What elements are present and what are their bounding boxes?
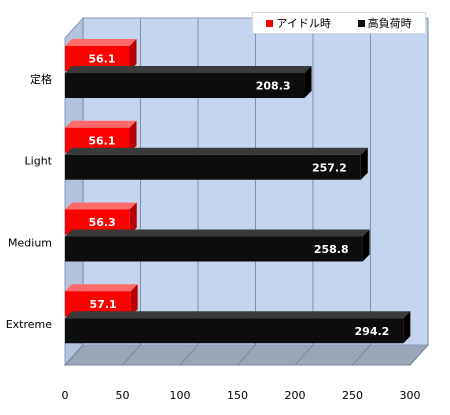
bar-top-face — [65, 311, 411, 319]
x-tick-label: 250 — [342, 389, 363, 402]
bars — [65, 39, 411, 344]
gridline-floor — [122, 344, 141, 366]
bar-top-face — [65, 202, 137, 210]
bar-top-face — [65, 120, 137, 128]
bar-front-face — [65, 318, 404, 344]
bar-load — [65, 229, 370, 262]
bar-value-label: 56.3 — [89, 216, 116, 229]
x-tick-label: 50 — [116, 389, 130, 402]
bar-value-label: 56.1 — [88, 53, 115, 66]
bar-value-label: 208.3 — [256, 80, 291, 93]
data-labels: 56.1 208.3 56.1 257.2 56.3 258.8 57.1 294.2 — [88, 53, 389, 338]
x-tick-label: 200 — [285, 389, 306, 402]
gridline-floor — [294, 344, 314, 366]
y-category-label: Light — [25, 155, 53, 168]
gridline-floor — [64, 344, 84, 366]
gridline-floor — [352, 344, 371, 366]
bar-front-face — [65, 236, 363, 262]
legend-label-load: 高負荷時 — [367, 17, 412, 30]
bar-side-face — [129, 39, 137, 71]
bar-top-face — [65, 66, 312, 73]
y-category-label: Extreme — [6, 318, 53, 331]
legend-swatch-idle — [266, 19, 274, 27]
category-axis-labels: 定格 Light Medium Extreme — [6, 72, 53, 331]
x-tick-label: 300 — [400, 389, 421, 402]
gridline-floor — [409, 344, 429, 366]
bar-side-face — [304, 66, 312, 98]
bar-load — [65, 66, 312, 98]
bar-top-face — [65, 284, 138, 292]
bar-side-face — [130, 284, 138, 317]
value-axis-labels: 0 50 100 150 200 250 300 — [62, 389, 421, 402]
x-tick-label: 100 — [170, 389, 191, 402]
x-tick-label: 0 — [62, 389, 69, 402]
bar-front-face — [65, 154, 361, 180]
bar-load — [65, 147, 368, 180]
bar-value-label: 257.2 — [312, 161, 347, 174]
bar-value-label: 258.8 — [314, 243, 349, 256]
bar-side-face — [403, 311, 411, 344]
legend-label-idle: アイドル時 — [276, 17, 331, 30]
legend: アイドル時 高負荷時 — [252, 12, 426, 34]
bar-front-face — [65, 73, 305, 98]
y-category-label: Medium — [8, 236, 52, 249]
gridline-floor — [237, 344, 256, 366]
bar-side-face — [362, 229, 370, 262]
y-category-label: 定格 — [30, 72, 52, 86]
bar-top-face — [65, 39, 137, 46]
bar-top-face — [65, 147, 368, 155]
legend-swatch-load — [357, 19, 365, 27]
bar-side-face — [129, 202, 137, 235]
gridline-floor — [179, 344, 199, 366]
legend-item-load: 高負荷時 — [357, 15, 412, 31]
bar-value-label: 56.1 — [88, 134, 115, 147]
bar-side-face — [129, 120, 137, 153]
bar-side-face — [360, 147, 368, 180]
x-tick-label: 150 — [227, 389, 248, 402]
bar-load — [65, 311, 411, 344]
bar-value-label: 57.1 — [90, 298, 117, 311]
legend-item-idle: アイドル時 — [266, 15, 331, 31]
bar-top-face — [65, 229, 370, 237]
bar-value-label: 294.2 — [355, 325, 390, 338]
